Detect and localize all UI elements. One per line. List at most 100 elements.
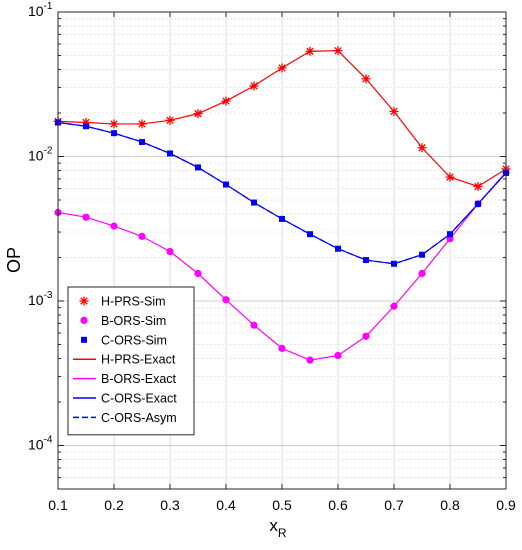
data-point-b-ors-sim bbox=[306, 356, 314, 364]
data-point-b-ors-sim bbox=[362, 332, 370, 340]
y-tick-label-exponent: -3 bbox=[44, 290, 53, 301]
x-tick-label: 0.8 bbox=[440, 497, 460, 513]
data-point-b-ors-sim bbox=[418, 269, 426, 278]
legend-entry-c-ors-sim: C-ORS-Sim bbox=[81, 333, 167, 347]
data-point-h-prs-sim bbox=[445, 172, 455, 182]
legend-entry-c-ors-asym: C-ORS-Asym bbox=[73, 411, 177, 425]
x-tick-label: 0.9 bbox=[496, 497, 516, 513]
data-point-c-ors-sim bbox=[391, 260, 397, 267]
data-point-c-ors-sim bbox=[307, 231, 313, 238]
grid-lines bbox=[58, 12, 506, 489]
asterisk-stroke bbox=[446, 173, 454, 181]
data-point-b-ors-sim bbox=[250, 321, 258, 329]
data-point-h-prs-sim bbox=[165, 115, 175, 125]
y-tick-label-exponent: -4 bbox=[44, 435, 53, 446]
data-point-b-ors-sim bbox=[334, 351, 342, 360]
y-tick-label-base: 10 bbox=[28, 292, 44, 308]
asterisk-stroke bbox=[278, 64, 286, 72]
data-point-c-ors-sim bbox=[251, 199, 257, 206]
data-point-c-ors-sim bbox=[139, 138, 145, 145]
data-point-h-prs-sim bbox=[221, 96, 231, 106]
y-tick-label: 10-1 bbox=[28, 1, 53, 19]
y-axis-label: OP bbox=[4, 247, 24, 273]
x-tick-label: 0.4 bbox=[216, 497, 236, 513]
data-point-c-ors-sim bbox=[335, 245, 341, 252]
asterisk-stroke bbox=[80, 297, 88, 305]
y-tick-label: 10-3 bbox=[28, 290, 53, 308]
asterisk-stroke bbox=[334, 46, 342, 55]
asterisk-stroke bbox=[418, 144, 426, 152]
data-point-h-prs-sim bbox=[333, 46, 343, 56]
data-point-h-prs-sim bbox=[417, 143, 427, 153]
data-point-b-ors-sim bbox=[138, 232, 146, 240]
data-point-h-prs-sim bbox=[277, 63, 287, 73]
data-point-c-ors-sim bbox=[195, 164, 201, 171]
data-point-b-ors-sim bbox=[222, 296, 230, 304]
data-point-c-ors-sim bbox=[475, 200, 481, 207]
y-tick-label-base: 10 bbox=[28, 3, 44, 19]
data-point-b-ors-sim bbox=[278, 344, 286, 352]
data-point-h-prs-sim bbox=[305, 46, 315, 56]
data-point-h-prs-sim bbox=[249, 81, 259, 91]
x-tick-label: 0.2 bbox=[104, 497, 124, 513]
legend-entry-h-prs-exact: H-PRS-Exact bbox=[73, 353, 176, 367]
x-axis-label-subscript: R bbox=[278, 526, 287, 540]
legend-label-b-ors-exact: B-ORS-Exact bbox=[101, 372, 177, 386]
legend-marker-b-ors-sim bbox=[80, 316, 88, 324]
data-point-b-ors-sim bbox=[390, 302, 398, 310]
data-point-h-prs-sim bbox=[109, 119, 119, 129]
asterisk-stroke bbox=[110, 120, 118, 128]
data-point-b-ors-sim bbox=[110, 222, 118, 230]
x-tick-label: 0.1 bbox=[48, 497, 68, 513]
asterisk-stroke bbox=[390, 107, 398, 116]
y-tick-labels: 10-110-210-310-4 bbox=[28, 1, 53, 453]
legend-label-c-ors-asym: C-ORS-Asym bbox=[101, 411, 177, 425]
data-point-c-ors-sim bbox=[363, 257, 369, 264]
x-tick-label: 0.7 bbox=[384, 497, 404, 513]
data-point-c-ors-sim bbox=[111, 130, 117, 137]
legend-label-h-prs-sim: H-PRS-Sim bbox=[101, 295, 166, 309]
data-point-c-ors-sim bbox=[419, 251, 425, 258]
y-tick-label-exponent: -2 bbox=[44, 146, 53, 157]
legend-marker-c-ors-sim bbox=[81, 336, 87, 343]
data-point-c-ors-sim bbox=[83, 123, 89, 130]
y-tick-label-exponent: -1 bbox=[44, 1, 53, 12]
data-point-h-prs-sim bbox=[137, 119, 147, 129]
data-point-h-prs-sim bbox=[193, 109, 203, 119]
y-tick-label-base: 10 bbox=[28, 437, 44, 453]
asterisk-stroke bbox=[250, 82, 258, 90]
data-point-b-ors-sim bbox=[194, 269, 202, 278]
asterisk-stroke bbox=[138, 120, 146, 128]
x-tick-label: 0.5 bbox=[272, 497, 292, 513]
data-point-b-ors-sim bbox=[166, 247, 174, 256]
legend-entry-b-ors-sim: B-ORS-Sim bbox=[80, 314, 166, 328]
series-markers bbox=[53, 46, 511, 364]
data-point-c-ors-sim bbox=[279, 215, 285, 222]
data-point-h-prs-sim bbox=[361, 74, 371, 84]
data-point-c-ors-sim bbox=[223, 181, 229, 188]
data-point-h-prs-sim bbox=[473, 181, 483, 191]
data-point-c-ors-sim bbox=[447, 231, 453, 238]
legend-label-c-ors-sim: C-ORS-Sim bbox=[101, 333, 167, 347]
x-axis-label: xR bbox=[269, 516, 287, 540]
x-tick-label: 0.3 bbox=[160, 497, 180, 513]
legend-marker-h-prs-sim bbox=[79, 296, 89, 306]
legend-entry-c-ors-exact: C-ORS-Exact bbox=[73, 392, 177, 406]
asterisk-stroke bbox=[166, 116, 174, 125]
legend-entry-h-prs-sim: H-PRS-Sim bbox=[79, 295, 166, 309]
legend-box bbox=[67, 286, 195, 436]
data-point-b-ors-sim bbox=[82, 213, 90, 221]
data-point-c-ors-sim bbox=[167, 150, 173, 157]
legend-entry-b-ors-exact: B-ORS-Exact bbox=[73, 372, 177, 386]
legend-label-h-prs-exact: H-PRS-Exact bbox=[101, 353, 176, 367]
y-tick-label-base: 10 bbox=[28, 148, 44, 164]
asterisk-stroke bbox=[474, 182, 482, 191]
y-tick-label: 10-4 bbox=[28, 435, 53, 453]
x-tick-labels: 0.1 0.2 0.3 0.4 0.5 0.6 0.7 0.8 0.9 bbox=[48, 497, 516, 513]
asterisk-stroke bbox=[222, 97, 230, 105]
x-axis-label-main: x bbox=[269, 516, 278, 535]
asterisk-stroke bbox=[194, 109, 202, 118]
asterisk-stroke bbox=[306, 47, 314, 55]
